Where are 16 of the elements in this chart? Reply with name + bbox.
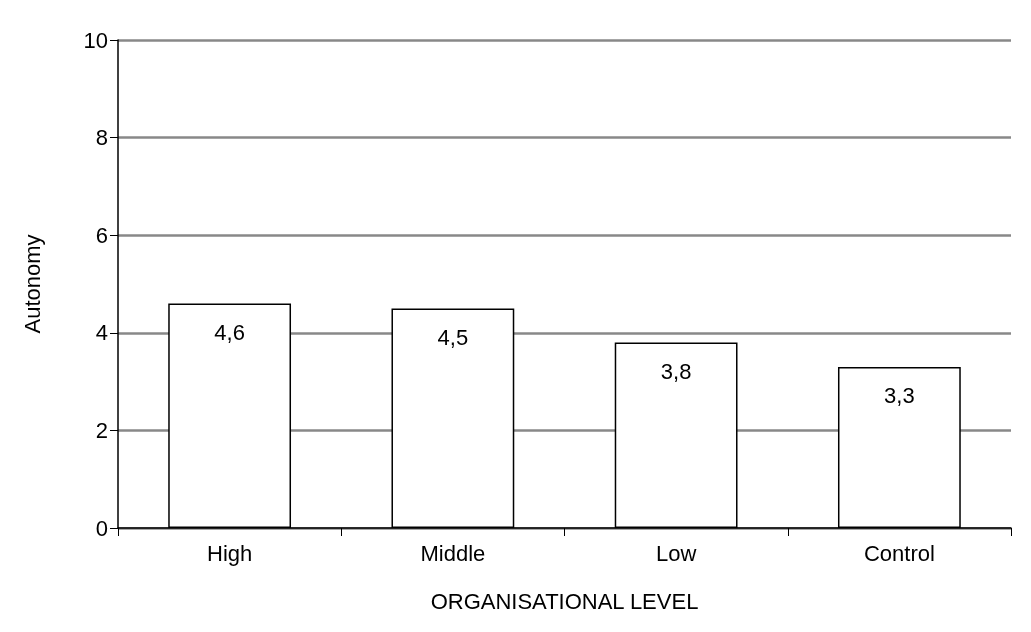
y-axis-title: Autonomy bbox=[19, 234, 45, 334]
data-label: 4,5 bbox=[437, 324, 469, 350]
y-tick-label: 4 bbox=[95, 320, 108, 346]
y-tick-label: 10 bbox=[83, 27, 108, 53]
x-tick-label: High bbox=[207, 540, 253, 566]
y-tick-label: 0 bbox=[95, 515, 108, 541]
data-label: 3,8 bbox=[660, 359, 692, 385]
data-label: 4,6 bbox=[214, 320, 245, 346]
x-tick-label: Low bbox=[655, 540, 697, 566]
x-tick-label: Control bbox=[863, 540, 935, 566]
y-tick-label: 8 bbox=[95, 125, 108, 151]
data-label: 3,3 bbox=[884, 383, 915, 409]
y-tick-label: 6 bbox=[95, 222, 108, 248]
x-axis-title: ORGANISATIONAL LEVEL bbox=[430, 588, 699, 614]
y-tick-label: 2 bbox=[95, 417, 108, 443]
x-tick-label: Middle bbox=[420, 540, 486, 566]
